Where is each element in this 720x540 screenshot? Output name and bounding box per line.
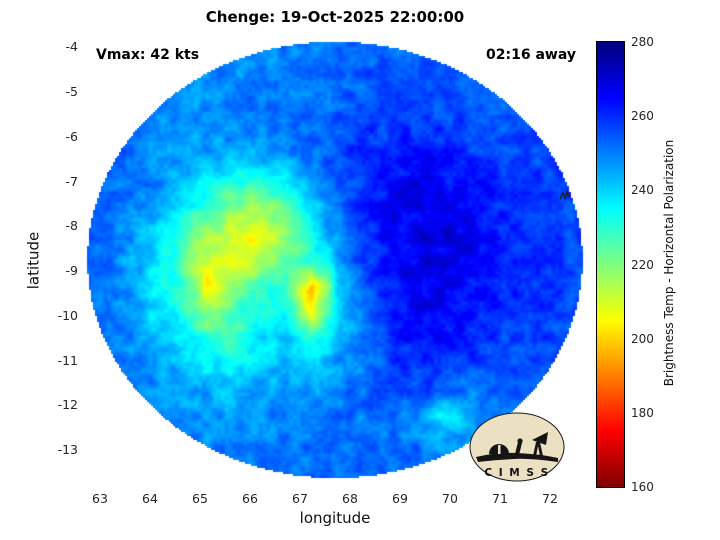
y-tick-label: -9 xyxy=(65,263,78,279)
y-tick-label: -7 xyxy=(65,173,78,189)
x-tick-label: 66 xyxy=(242,491,258,506)
logo-telescope-icon xyxy=(515,442,522,455)
x-tick-label: 69 xyxy=(392,491,408,506)
logo-ground-silhouette xyxy=(476,452,558,462)
y-tick-label: -10 xyxy=(57,307,78,323)
colorbar xyxy=(596,41,625,488)
logo-telescope-lens xyxy=(517,438,523,444)
plot-title: Chenge: 19-Oct-2025 22:00:00 xyxy=(205,8,465,26)
x-tick-label: 64 xyxy=(142,491,158,506)
y-tick-label: -6 xyxy=(65,128,78,144)
data-artifact-mark xyxy=(559,190,571,201)
x-axis-label: longitude xyxy=(299,509,371,527)
colorbar-label: Brightness Temp - Horizontal Polarizatio… xyxy=(662,139,676,387)
colorbar-tick-label: 160 xyxy=(631,480,654,494)
colorbar-tick-label: 240 xyxy=(631,183,654,198)
logo-text: C I M S S xyxy=(484,467,549,479)
vmax-annotation: Vmax: 42 kts xyxy=(96,47,200,63)
x-tick-label: 65 xyxy=(192,491,208,506)
x-tick-label: 68 xyxy=(342,491,358,506)
colorbar-tick-label: 260 xyxy=(631,109,654,124)
y-tick-label: -13 xyxy=(57,442,78,458)
colorbar-tick-label: 220 xyxy=(631,257,654,272)
x-tick-label: 71 xyxy=(492,491,508,506)
brightness-temp-heatmap xyxy=(85,40,585,487)
y-tick-label: -4 xyxy=(65,39,78,55)
colorbar-tick-label: 280 xyxy=(631,35,654,49)
y-axis-label: latitude xyxy=(24,231,43,290)
eta-annotation: 02:16 away xyxy=(486,47,576,63)
x-tick-label: 70 xyxy=(442,491,458,506)
colorbar-tick-label: 200 xyxy=(631,331,654,346)
colorbar-tick-label: 180 xyxy=(631,405,654,420)
y-tick-label: -5 xyxy=(65,83,78,99)
cimss-logo: C I M S S xyxy=(469,412,565,482)
x-tick-label: 63 xyxy=(92,491,108,506)
logo-dish-tower xyxy=(533,442,543,456)
y-tick-label: -12 xyxy=(57,397,78,413)
logo-dish-icon xyxy=(532,432,548,445)
y-tick-label: -11 xyxy=(57,352,78,368)
x-tick-label: 72 xyxy=(542,491,558,506)
x-tick-label: 67 xyxy=(292,491,308,506)
y-tick-label: -8 xyxy=(65,218,78,234)
logo-dome-slit xyxy=(498,445,501,454)
